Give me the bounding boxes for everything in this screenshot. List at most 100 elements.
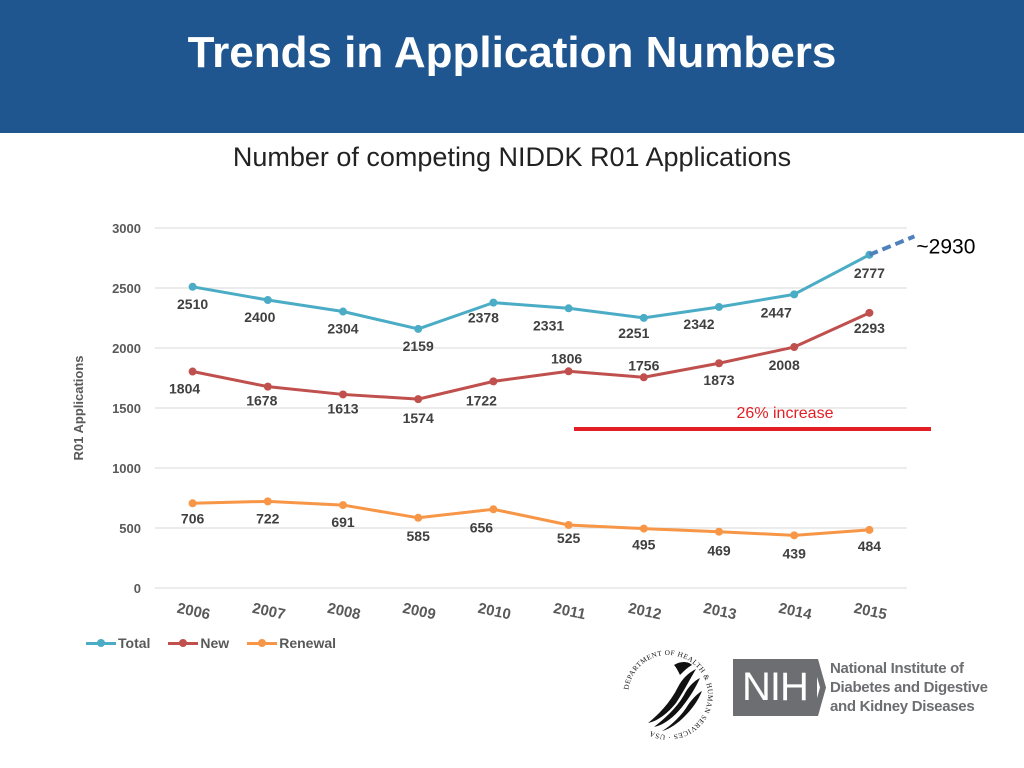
x-tick-label: 2013 xyxy=(702,600,738,624)
series-line-renewal xyxy=(192,499,870,537)
nih-institute-name: National Institute of Diabetes and Diges… xyxy=(830,659,988,716)
x-tick-label: 2012 xyxy=(627,600,663,624)
data-label: 2378 xyxy=(468,310,499,326)
x-tick-label: 2006 xyxy=(175,600,211,624)
data-point xyxy=(790,343,799,352)
y-tick-label: 2500 xyxy=(112,281,141,296)
data-label: 1806 xyxy=(551,350,582,366)
data-label: 1678 xyxy=(246,393,277,409)
nih-logo-mark: NIH xyxy=(733,659,817,716)
nih-name-line: National Institute of xyxy=(830,660,964,677)
data-label: 2447 xyxy=(761,304,792,320)
data-point xyxy=(790,290,799,299)
data-point xyxy=(790,531,799,540)
chart-title: Number of competing NIDDK R01 Applicatio… xyxy=(232,142,792,172)
data-label: 2777 xyxy=(854,265,885,281)
data-label: 2400 xyxy=(244,309,275,325)
data-label: 495 xyxy=(632,537,656,553)
x-tick-label: 2010 xyxy=(476,600,512,624)
legend-label-renewal: Renewal xyxy=(279,635,337,651)
legend-item-total: Total xyxy=(86,635,150,651)
data-label: 656 xyxy=(470,519,494,535)
x-tick-label: 2011 xyxy=(552,600,587,623)
data-point xyxy=(489,298,498,307)
y-tick-label: 0 xyxy=(134,581,141,596)
data-label: 1804 xyxy=(169,381,200,397)
data-point xyxy=(263,382,272,391)
data-label: 1873 xyxy=(703,372,734,388)
series-line-new xyxy=(192,311,871,401)
data-label: 2331 xyxy=(533,317,564,333)
data-label: 706 xyxy=(181,510,205,526)
data-label: 585 xyxy=(407,528,431,544)
data-point xyxy=(639,373,648,382)
x-tick-label: 2008 xyxy=(326,600,362,624)
data-point xyxy=(489,377,498,386)
data-point xyxy=(639,313,648,322)
legend-label-new: New xyxy=(200,635,230,651)
data-point xyxy=(639,524,648,533)
data-point xyxy=(414,395,423,404)
line-chart: 0 500 1000 1500 2000 2500 3000 R01 Applications… xyxy=(71,221,975,624)
data-point xyxy=(263,296,272,304)
x-tick-label: 2015 xyxy=(852,600,888,624)
legend-label-total: Total xyxy=(118,635,151,651)
x-tick-label: 2014 xyxy=(777,600,814,624)
nih-name-line: Diabetes and Digestive xyxy=(830,679,988,696)
data-label: 1574 xyxy=(403,410,434,426)
data-label: 2304 xyxy=(327,321,358,337)
legend-swatch-total xyxy=(86,637,116,649)
data-label: 2510 xyxy=(177,296,208,312)
data-point xyxy=(715,302,723,311)
page-title: Trends in Application Numbers xyxy=(187,28,837,77)
data-point xyxy=(188,282,197,291)
data-label: 2251 xyxy=(618,325,649,341)
data-label: 439 xyxy=(783,545,807,561)
nih-logo-arrow-icon xyxy=(812,659,826,716)
x-tick-label: 2009 xyxy=(401,600,437,624)
data-point xyxy=(339,390,347,399)
y-tick-label: 3000 xyxy=(112,221,141,236)
y-tick-label: 1500 xyxy=(112,401,141,416)
data-label: 1722 xyxy=(466,392,497,408)
y-tick-label: 500 xyxy=(119,521,141,536)
data-point xyxy=(188,367,197,376)
increase-annotation: 26% increase xyxy=(737,405,834,422)
data-point xyxy=(414,324,423,333)
data-point xyxy=(188,499,197,508)
data-point xyxy=(339,501,347,510)
hhs-eagle-logo: DEPARTMENT OF HEALTH & HUMAN SERVICES · … xyxy=(622,649,713,741)
data-label: 2008 xyxy=(769,357,800,373)
y-tick-label: 1000 xyxy=(112,461,141,476)
projection-label: ~2930 xyxy=(916,235,975,258)
data-label: 722 xyxy=(256,510,280,526)
data-label: 1613 xyxy=(327,400,358,416)
header-bar: Trends in Application Numbers xyxy=(0,0,1024,133)
data-point xyxy=(414,513,423,522)
series-line-total xyxy=(192,253,871,331)
data-point xyxy=(865,525,874,534)
data-point xyxy=(564,367,573,376)
legend-item-new: New xyxy=(168,635,229,651)
projection-line xyxy=(868,234,916,257)
data-label: 2159 xyxy=(403,338,434,354)
legend-item-renewal: Renewal xyxy=(247,635,336,651)
data-label: 2342 xyxy=(683,316,714,332)
data-point xyxy=(339,307,347,316)
data-point xyxy=(715,527,723,536)
x-tick-label: 2007 xyxy=(251,600,287,624)
data-point xyxy=(715,359,723,368)
legend-swatch-renewal xyxy=(247,637,278,649)
y-tick-label: 2000 xyxy=(112,341,141,356)
data-label: 469 xyxy=(707,543,731,559)
data-label: 691 xyxy=(331,514,355,530)
data-point xyxy=(263,497,272,506)
data-point xyxy=(564,521,573,529)
y-axis-label: R01 Applications xyxy=(71,356,86,461)
data-label: 1756 xyxy=(628,357,659,373)
legend-swatch-new xyxy=(168,637,199,649)
data-point xyxy=(865,308,874,317)
nih-name-line: and Kidney Diseases xyxy=(830,698,975,715)
data-label: 484 xyxy=(858,538,882,554)
chart-legend: Total New Renewal xyxy=(86,635,336,651)
